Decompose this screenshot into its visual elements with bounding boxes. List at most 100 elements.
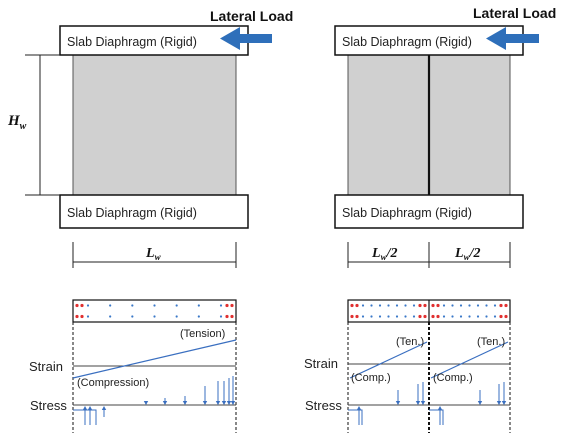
left-tension-arrow-head — [182, 401, 188, 405]
right-rebar-web — [361, 315, 365, 318]
left-rebar-web — [175, 304, 178, 307]
left-tension-arrow-head — [226, 401, 232, 405]
right-compression-block-2 — [429, 409, 444, 425]
right-rebar-end — [355, 314, 359, 319]
left-rebar-web — [153, 315, 156, 318]
right-rebar-web — [493, 304, 497, 307]
right-rebar-end — [418, 303, 422, 308]
right-tension-label-1: (Ten.) — [396, 336, 424, 348]
left-strain-label: Strain — [29, 359, 63, 374]
right-wall-panel-right — [428, 54, 511, 196]
right-rebar-end — [499, 314, 503, 319]
left-strain-line — [72, 339, 237, 379]
right-rebar-web — [412, 304, 416, 307]
left-rebar-end — [225, 314, 229, 319]
left-rebar-end — [75, 314, 79, 319]
right-rebar-web — [442, 315, 446, 318]
left-rebar-web — [219, 304, 223, 307]
right-rebar-section — [347, 299, 511, 323]
left-height-label: Hw — [7, 113, 27, 132]
left-rebar-web — [86, 315, 90, 318]
left-rebar-web — [131, 315, 134, 318]
right-half-length-label-1: Lw/2 — [371, 246, 397, 262]
left-tension-label: (Tension) — [180, 328, 225, 340]
right-stress-label: Stress — [305, 398, 342, 413]
right-stress-arrows — [348, 382, 507, 425]
right-rebar-web — [404, 315, 407, 318]
right-tension-label-2: (Ten.) — [477, 336, 505, 348]
right-rebar-web — [412, 315, 416, 318]
right-rebar-web — [404, 304, 407, 307]
right-rebar-end — [431, 314, 435, 319]
left-rebar-web — [109, 315, 112, 318]
left-rebar-end — [75, 303, 79, 308]
right-rebar-web — [361, 304, 365, 307]
left-rebar-end — [80, 303, 84, 308]
right-rebar-web — [395, 304, 399, 307]
left-rebar-web — [109, 304, 112, 307]
left-wall-panel — [72, 54, 237, 196]
right-lateral-load-label: Lateral Load — [473, 5, 556, 21]
right-rebar-end — [436, 303, 440, 308]
right-compression-block-1 — [348, 409, 363, 425]
right-tension-arrow-head — [501, 401, 507, 405]
left-compression-arrow-head — [82, 406, 88, 410]
left-tension-arrow-head — [143, 401, 149, 405]
right-compression-arrow-2-head — [437, 406, 443, 410]
right-rebar-web — [442, 304, 446, 307]
left-rebar-web — [197, 304, 200, 307]
left-rebar-web — [197, 315, 200, 318]
right-rebar-web — [370, 304, 373, 307]
right-rebar-end — [350, 303, 354, 308]
left-rebar-end — [230, 314, 234, 319]
right-rebar-web — [459, 304, 463, 307]
left-stress-arrows — [73, 376, 236, 425]
left-lateral-load-label: Lateral Load — [210, 8, 293, 24]
left-length-label: Lw — [145, 246, 162, 262]
left-bottom-slab-label: Slab Diaphragm (Rigid) — [67, 206, 197, 220]
right-tension-arrow-head — [415, 401, 421, 405]
right-rebar-end — [504, 314, 508, 319]
right-rebar-web — [370, 315, 373, 318]
left-load-arrow-icon — [220, 27, 272, 50]
right-compression-label-2: (Comp.) — [433, 372, 473, 384]
right-compression-arrow-1-head — [356, 406, 362, 410]
left-rebar-web — [86, 304, 90, 307]
right-rebar-web — [378, 304, 382, 307]
left-top-slab-label: Slab Diaphragm (Rigid) — [67, 35, 197, 49]
left-rebar-web — [153, 304, 156, 307]
right-rebar-end — [350, 314, 354, 319]
right-rebar-end — [431, 303, 435, 308]
left-rebar-web — [175, 315, 178, 318]
left-height-dimension: Hw — [7, 54, 60, 196]
left-length-dimension: Lw — [72, 242, 237, 268]
right-top-slab-label: Slab Diaphragm (Rigid) — [342, 35, 472, 49]
right-bottom-slab — [334, 194, 524, 229]
left-rebar-web — [131, 304, 134, 307]
left-compression-arrow-head — [101, 406, 107, 410]
right-tension-arrow-head — [477, 401, 483, 405]
right-bottom-slab-label: Slab Diaphragm (Rigid) — [342, 206, 472, 220]
right-strain-line-1 — [349, 341, 428, 379]
left-compression-arrow-head — [87, 406, 93, 410]
right-strain-label: Strain — [304, 356, 338, 371]
right-rebar-end — [504, 303, 508, 308]
right-rebar-web — [387, 304, 390, 307]
right-compression-label-1: (Comp.) — [351, 372, 391, 384]
left-compression-block — [73, 409, 97, 425]
right-rebar-web — [451, 304, 454, 307]
left-bottom-slab — [59, 194, 249, 229]
right-rebar-end — [355, 303, 359, 308]
right-strain-line-2 — [430, 341, 509, 379]
right-rebar-web — [468, 304, 471, 307]
right-rebar-web — [476, 315, 480, 318]
right-tension-arrow-head — [395, 401, 401, 405]
right-rebar-web — [395, 315, 399, 318]
right-rebar-web — [378, 315, 382, 318]
right-rebar-end — [418, 314, 422, 319]
left-wall-diagram: Slab Diaphragm (Rigid) Slab Diaphragm (R… — [7, 8, 293, 433]
right-tension-arrow-head — [496, 401, 502, 405]
right-rebar-web — [485, 304, 488, 307]
right-rebar-end — [436, 314, 440, 319]
